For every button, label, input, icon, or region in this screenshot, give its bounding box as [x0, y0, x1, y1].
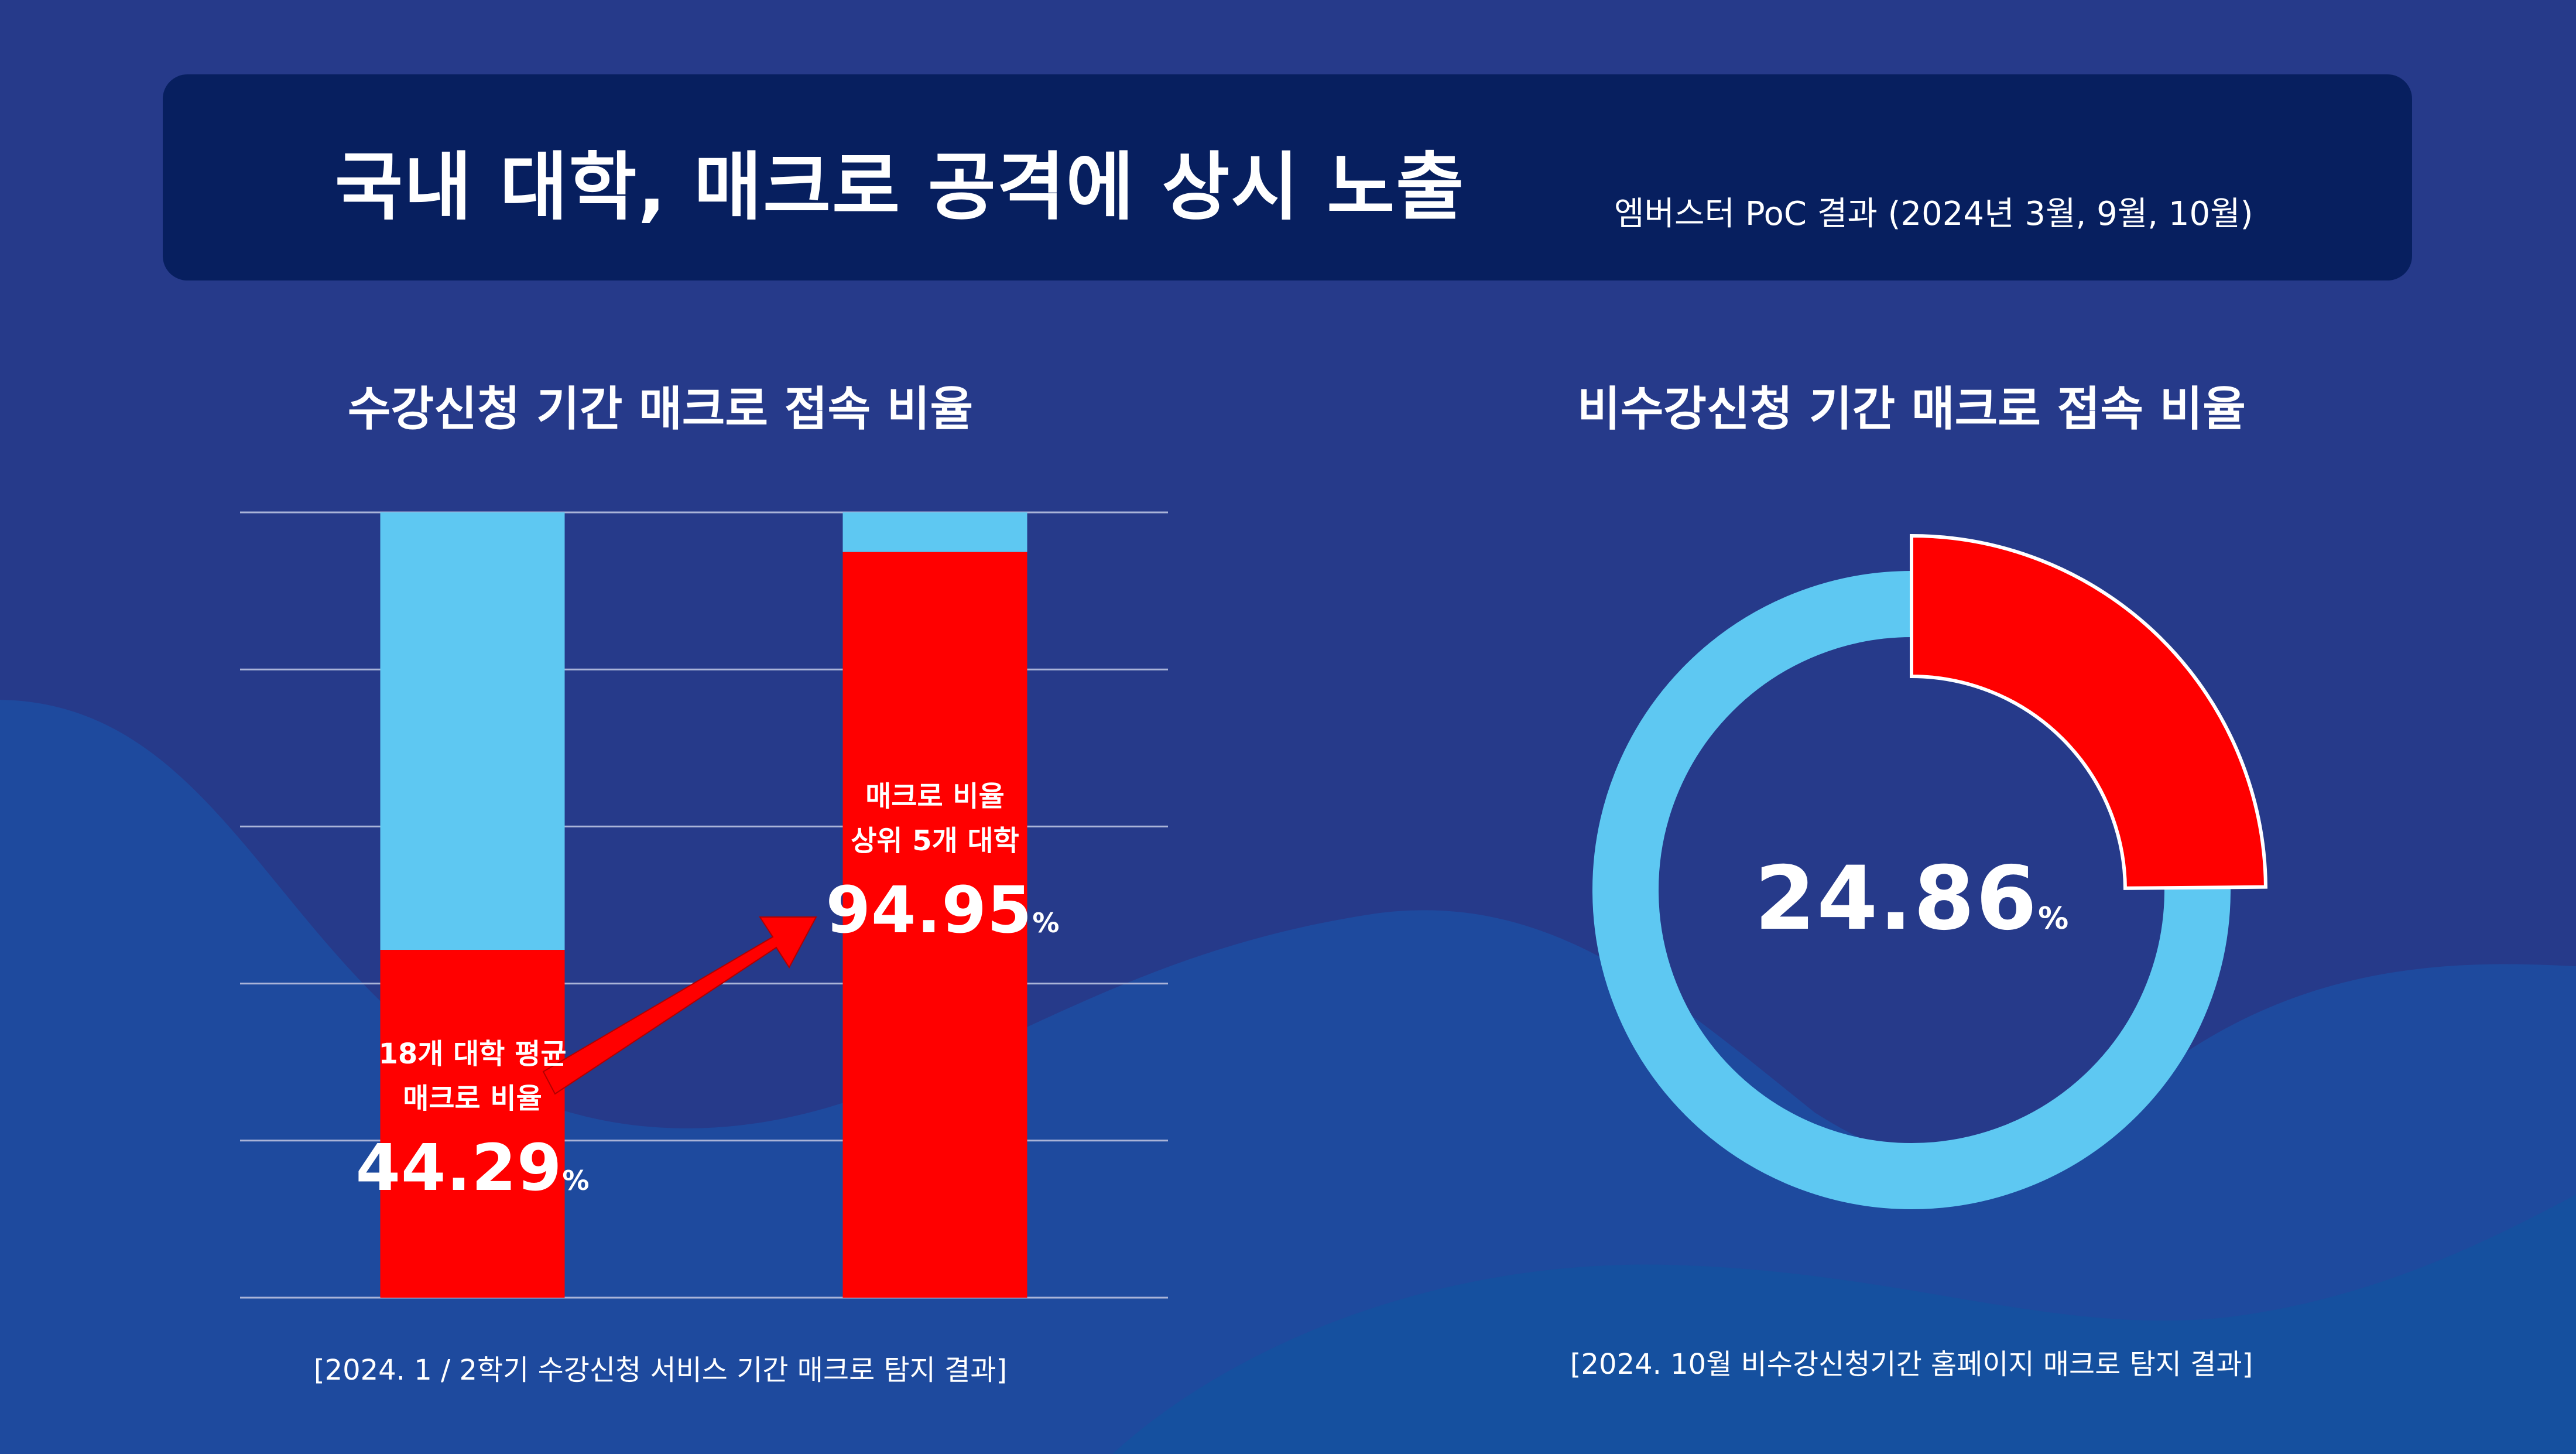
donut-percent-sign: %	[2038, 901, 2069, 936]
header-banner	[163, 74, 2412, 280]
left-chart-title: 수강신청 기간 매크로 접속 비율	[347, 382, 974, 436]
right-chart-footnote: [2024. 10월 비수강신청기간 홈페이지 매크로 탐지 결과]	[1570, 1348, 2253, 1381]
bar1-label-line2: 매크로 비율	[403, 1082, 542, 1115]
arrow-shape	[542, 916, 817, 1095]
bar2-percent-sign: %	[1032, 907, 1060, 939]
bar-chart-bars	[380, 512, 1027, 1298]
bar1-percent-sign: %	[562, 1165, 590, 1196]
bar-1-normal-segment	[380, 512, 565, 950]
bar2-value-label: 94.95%	[825, 873, 1059, 947]
increase-arrow	[542, 916, 817, 1095]
donut-value: 24.86	[1754, 848, 2039, 950]
bar1-value: 44.29	[355, 1130, 563, 1205]
bar1-label: 18개 대학 평균 매크로 비율	[378, 1032, 566, 1121]
bar-2-macro-segment	[842, 552, 1027, 1298]
page-subtitle: 엠버스터 PoC 결과 (2024년 3월, 9월, 10월)	[1614, 195, 2253, 233]
right-chart-title: 비수강신청 기간 매크로 접속 비율	[1577, 382, 2246, 436]
donut-value-label: 24.86%	[1755, 848, 2069, 950]
page-title: 국내 대학, 매크로 공격에 상시 노출	[335, 144, 1465, 230]
bar1-label-line1: 18개 대학 평균	[378, 1038, 567, 1070]
bar2-label: 매크로 비율 상위 5개 대학	[851, 774, 1019, 863]
donut-chart	[1592, 533, 2268, 1209]
left-chart-footnote: [2024. 1 / 2학기 수강신청 서비스 기간 매크로 탐지 결과]	[313, 1354, 1008, 1387]
bar2-value: 94.95	[825, 873, 1033, 947]
bar-2-normal-segment	[842, 512, 1027, 552]
bar2-label-line2: 상위 5개 대학	[851, 824, 1019, 857]
donut-slice-macro	[1910, 533, 2268, 890]
bar1-value-label: 44.29%	[355, 1130, 589, 1205]
bar-1-macro-segment	[380, 950, 565, 1298]
bar2-label-line1: 매크로 비율	[865, 780, 1005, 813]
